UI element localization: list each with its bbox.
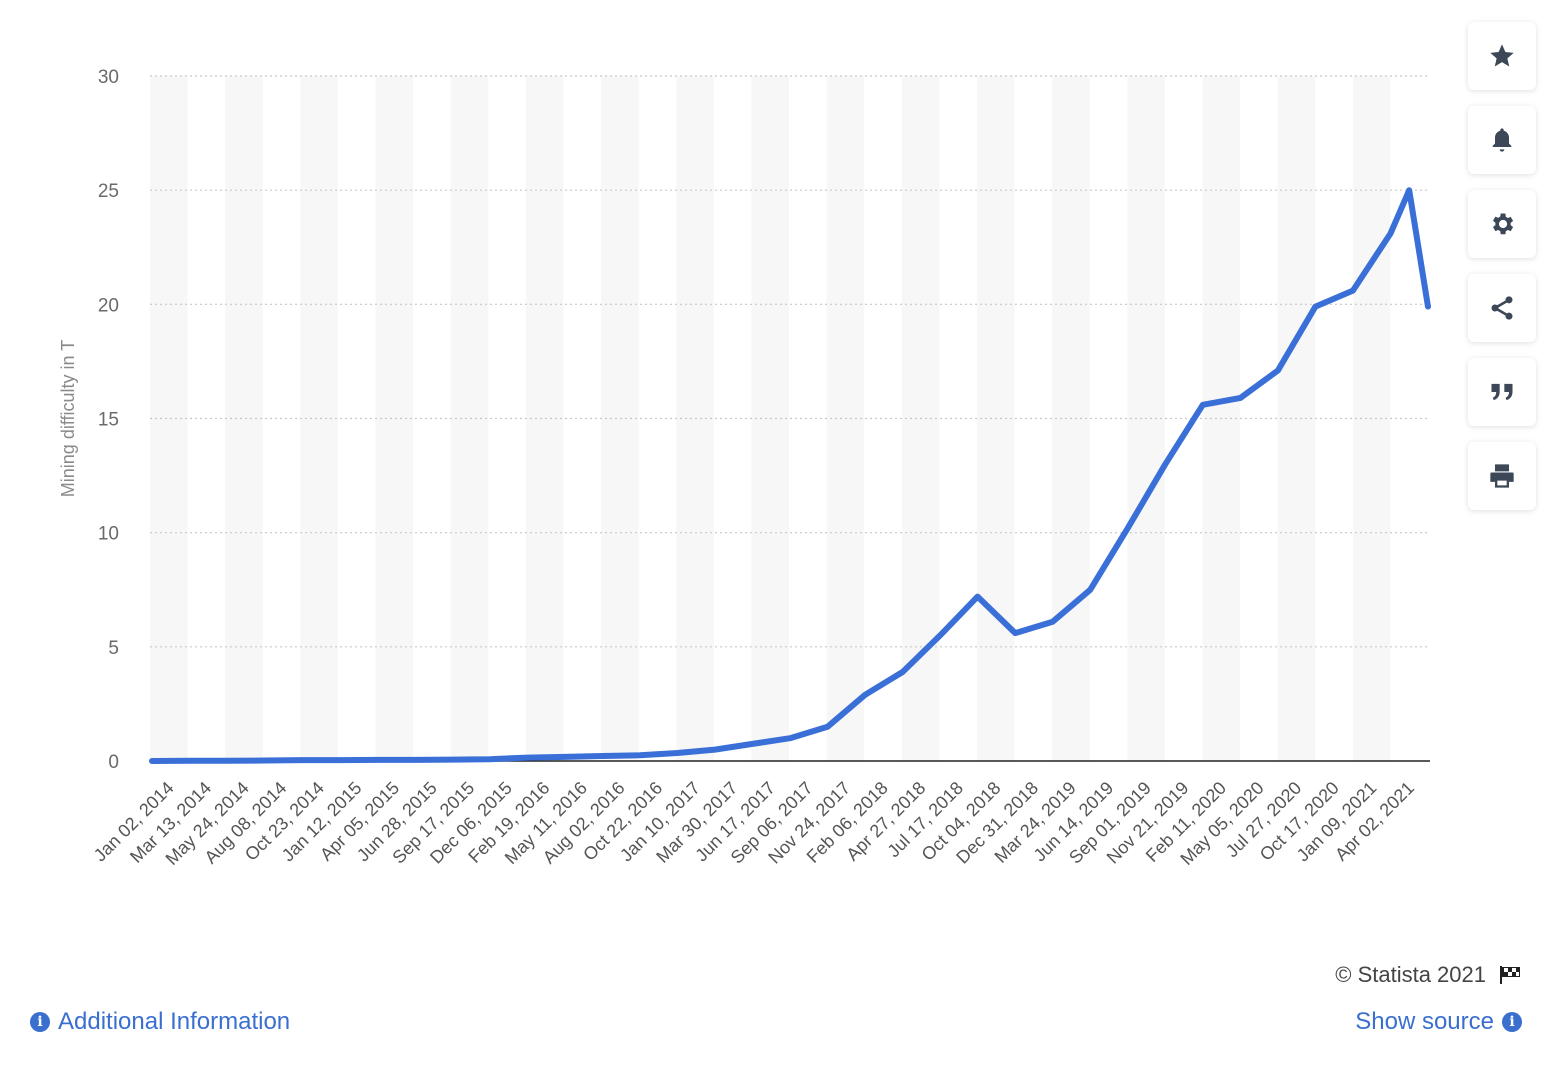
favorite-button[interactable]	[1468, 22, 1536, 90]
column-band	[525, 76, 564, 761]
additional-information-label: Additional Information	[58, 1008, 291, 1035]
y-tick-label: 30	[98, 67, 119, 88]
y-tick-label: 20	[98, 295, 119, 316]
flag-icon[interactable]	[1498, 965, 1522, 985]
gear-icon	[1493, 213, 1514, 235]
share-button[interactable]	[1468, 274, 1536, 342]
print-icon	[1490, 464, 1514, 488]
y-tick-label: 15	[98, 410, 119, 431]
chart-toolbar	[1468, 22, 1536, 526]
cite-button[interactable]	[1468, 358, 1536, 426]
y-tick-label: 5	[108, 638, 119, 659]
show-source-label: Show source	[1355, 1008, 1494, 1035]
copyright-text: © Statista 2021	[1335, 962, 1486, 987]
y-axis-label: Mining difficulty in T	[58, 340, 78, 497]
star-icon	[1490, 44, 1514, 67]
y-tick-label: 10	[98, 524, 119, 545]
y-axis-ticks: 0 5 10 15 20 25 30	[98, 67, 119, 773]
additional-information-link[interactable]: i Additional Information	[30, 1008, 290, 1036]
share-icon	[1491, 296, 1513, 320]
grid-lines	[150, 75, 1428, 648]
info-icon: i	[1502, 1012, 1522, 1032]
series-line	[149, 187, 1431, 764]
column-band	[601, 76, 639, 761]
print-button[interactable]	[1468, 442, 1536, 510]
y-tick-label: 25	[98, 181, 119, 202]
y-tick-label: 0	[108, 752, 119, 773]
settings-button[interactable]	[1468, 190, 1536, 258]
info-icon: i	[30, 1012, 50, 1032]
copyright-notice: © Statista 2021	[1335, 962, 1522, 988]
quote-icon	[1491, 383, 1513, 401]
bell-icon	[1492, 128, 1512, 152]
show-source-link[interactable]: Show source i	[1355, 1008, 1522, 1036]
notification-button[interactable]	[1468, 106, 1536, 174]
